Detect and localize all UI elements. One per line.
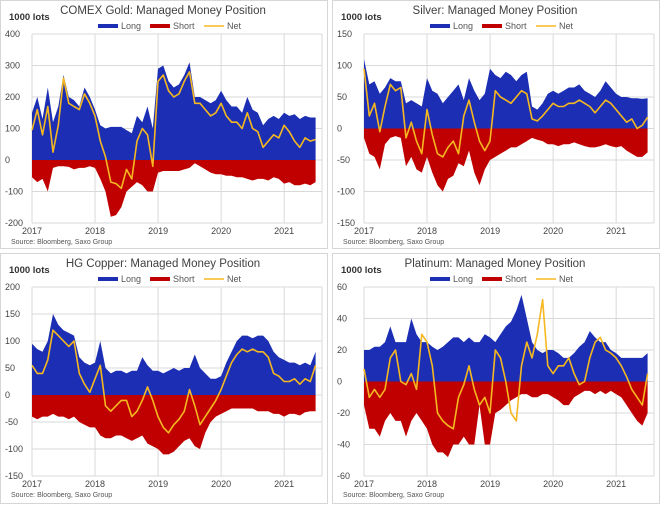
legend-label-long: Long <box>121 274 141 284</box>
series-net-line <box>363 298 649 430</box>
y-tick-label: 50 <box>5 363 15 373</box>
x-tick-label: 2017 <box>354 226 374 236</box>
copper-chart: HG Copper: Managed Money Position 1000 lo… <box>5 258 323 499</box>
source-note: Source: Bloomberg, Saxo Group <box>11 492 112 499</box>
y-tick-label: 150 <box>337 29 352 39</box>
series-short-area <box>32 160 316 217</box>
y-tick-label: 200 <box>5 282 20 292</box>
y-tick-label: 50 <box>337 92 347 102</box>
x-tick-label: 2020 <box>543 479 563 489</box>
y-tick-label: -40 <box>337 440 350 450</box>
x-tick-label: 2019 <box>148 226 168 236</box>
gold-chart-panel: COMEX Gold: Managed Money Position 1000 l… <box>0 0 328 249</box>
y-tick-label: -50 <box>337 155 350 165</box>
legend-label-long: Long <box>121 21 141 31</box>
y-tick-label: -100 <box>5 187 23 197</box>
source-note: Source: Bloomberg, Saxo Group <box>343 492 444 499</box>
source-note: Source: Bloomberg, Saxo Group <box>343 239 444 246</box>
legend-swatch-long <box>98 277 118 281</box>
silver-chart: Silver: Managed Money Position 1000 lots L… <box>337 5 655 246</box>
legend-swatch-short <box>150 277 170 281</box>
y-tick-label: 150 <box>5 309 20 319</box>
x-tick-label: 2021 <box>606 479 626 489</box>
series-long-area <box>32 62 316 160</box>
gold-chart-title: COMEX Gold: Managed Money Position <box>60 5 266 17</box>
silver-chart-title: Silver: Managed Money Position <box>413 5 578 17</box>
y-tick-label: -150 <box>5 471 23 481</box>
y-tick-label: 100 <box>337 61 352 71</box>
x-tick-label: 2020 <box>543 226 563 236</box>
legend-swatch-long <box>98 24 118 28</box>
legend-label-short: Short <box>173 21 195 31</box>
y-tick-label: -60 <box>337 471 350 481</box>
y-tick-label: 60 <box>337 282 347 292</box>
legend-swatch-short <box>482 24 502 28</box>
y-tick-label: 200 <box>5 92 20 102</box>
y-axis-unit-label: 1000 lots <box>341 265 382 276</box>
silver-chart-panel: Silver: Managed Money Position 1000 lots L… <box>332 0 660 249</box>
legend-label-short: Short <box>505 274 527 284</box>
x-tick-label: 2017 <box>22 479 42 489</box>
y-tick-label: -100 <box>337 187 355 197</box>
x-tick-label: 2019 <box>148 479 168 489</box>
x-tick-label: 2021 <box>274 479 294 489</box>
y-axis-unit-label: 1000 lots <box>341 12 382 23</box>
y-tick-label: 40 <box>337 314 347 324</box>
series-net-line <box>31 329 317 434</box>
y-axis-unit-label: 1000 lots <box>9 12 50 23</box>
y-tick-label: -50 <box>5 417 18 427</box>
y-tick-label: 0 <box>5 390 10 400</box>
legend-swatch-short <box>482 277 502 281</box>
legend-label-net: Net <box>559 274 574 284</box>
legend-swatch-short <box>150 24 170 28</box>
x-tick-label: 2020 <box>211 226 231 236</box>
legend-label-net: Net <box>227 274 242 284</box>
x-tick-label: 2021 <box>606 226 626 236</box>
x-tick-label: 2019 <box>480 226 500 236</box>
legend-label-long: Long <box>453 274 473 284</box>
legend-label-short: Short <box>173 274 195 284</box>
x-tick-label: 2018 <box>85 226 105 236</box>
x-tick-label: 2017 <box>22 226 42 236</box>
y-tick-label: 0 <box>5 155 10 165</box>
y-tick-label: 300 <box>5 61 20 71</box>
series-long-area <box>364 294 648 382</box>
x-tick-label: 2018 <box>417 479 437 489</box>
copper-chart-title: HG Copper: Managed Money Position <box>66 258 260 270</box>
y-tick-label: 400 <box>5 29 20 39</box>
x-tick-label: 2019 <box>480 479 500 489</box>
legend-label-long: Long <box>453 21 473 31</box>
y-tick-label: -20 <box>337 408 350 418</box>
platinum-chart-panel: Platinum: Managed Money Position 1000 lot… <box>332 253 660 504</box>
y-axis-unit-label: 1000 lots <box>9 265 50 276</box>
y-tick-label: 20 <box>337 345 347 355</box>
y-tick-label: 100 <box>5 124 20 134</box>
platinum-chart-title: Platinum: Managed Money Position <box>405 258 586 270</box>
x-tick-label: 2021 <box>274 226 294 236</box>
series-short-area <box>364 381 648 458</box>
source-note: Source: Bloomberg, Saxo Group <box>11 239 112 246</box>
y-tick-label: 100 <box>5 336 20 346</box>
y-tick-label: 0 <box>337 124 342 134</box>
y-tick-label: 0 <box>337 377 342 387</box>
x-tick-label: 2020 <box>211 479 231 489</box>
y-tick-label: -200 <box>5 218 23 228</box>
copper-chart-panel: HG Copper: Managed Money Position 1000 lo… <box>0 253 328 504</box>
x-tick-label: 2018 <box>417 226 437 236</box>
platinum-chart: Platinum: Managed Money Position 1000 lot… <box>337 258 655 499</box>
legend-label-short: Short <box>505 21 527 31</box>
legend-label-net: Net <box>227 21 242 31</box>
series-long-area <box>32 314 316 395</box>
series-long-area <box>364 59 648 129</box>
x-tick-label: 2018 <box>85 479 105 489</box>
legend-swatch-long <box>430 24 450 28</box>
y-tick-label: -150 <box>337 218 355 228</box>
legend-label-net: Net <box>559 21 574 31</box>
series-net-line <box>31 71 316 190</box>
gold-chart: COMEX Gold: Managed Money Position 1000 l… <box>5 5 323 246</box>
series-net-line <box>363 68 649 158</box>
y-tick-label: -100 <box>5 444 23 454</box>
x-tick-label: 2017 <box>354 479 374 489</box>
legend-swatch-long <box>430 277 450 281</box>
